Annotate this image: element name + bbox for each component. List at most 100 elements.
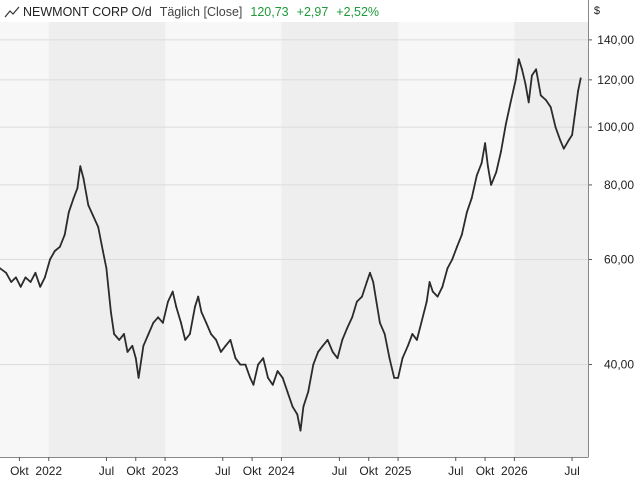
data-point (451, 258, 454, 261)
data-point (194, 305, 196, 308)
x-tick-label: Okt (126, 464, 145, 478)
data-point (0, 267, 1, 270)
data-point (184, 339, 187, 341)
data-point (500, 150, 502, 153)
y-tick-label: 60,00 (604, 252, 634, 266)
data-point (137, 377, 140, 379)
data-point (480, 162, 483, 165)
data-point (535, 68, 537, 71)
data-point (428, 281, 431, 283)
data-point (517, 58, 520, 60)
data-point (189, 333, 191, 335)
data-point (372, 281, 375, 283)
y-tick-label: 40,00 (604, 358, 634, 372)
data-point (545, 99, 547, 101)
data-point (312, 363, 315, 366)
data-point (152, 321, 155, 324)
data-point (539, 94, 542, 97)
data-point (531, 74, 533, 77)
data-point (29, 281, 32, 283)
data-point (567, 139, 570, 142)
data-point (118, 339, 121, 341)
data-point (34, 271, 37, 274)
data-point (504, 123, 507, 126)
data-point (446, 267, 449, 270)
data-point (215, 339, 218, 341)
data-point (549, 106, 552, 108)
data-point (524, 83, 527, 86)
data-point (407, 344, 409, 347)
data-point (514, 78, 517, 81)
data-point (441, 285, 444, 288)
data-point (167, 300, 169, 303)
data-point (97, 226, 100, 228)
data-point (299, 429, 302, 432)
data-point (252, 383, 255, 386)
data-point (10, 281, 13, 283)
data-point (102, 250, 104, 252)
x-tick-label: 2025 (385, 464, 412, 478)
data-point (470, 197, 473, 200)
y-tick-label: 80,00 (604, 178, 634, 192)
data-point (126, 351, 129, 353)
data-point (559, 139, 562, 142)
background-bands (0, 22, 588, 457)
data-point (59, 245, 61, 248)
data-point (244, 363, 247, 366)
data-point (87, 204, 90, 207)
data-point (393, 377, 396, 379)
data-point (579, 77, 582, 80)
data-point (527, 101, 530, 104)
data-point (411, 333, 414, 335)
data-point (554, 126, 557, 128)
data-point (562, 147, 565, 150)
data-point (351, 316, 354, 319)
data-point (249, 377, 252, 379)
series-line (0, 58, 582, 432)
year-band (281, 22, 399, 457)
data-point (487, 165, 489, 168)
gridlines (0, 39, 588, 366)
data-point (224, 344, 227, 347)
data-point (431, 290, 434, 293)
data-point (401, 357, 404, 360)
data-point (110, 311, 112, 313)
data-point (171, 290, 174, 293)
data-point (19, 285, 22, 288)
y-tick-label: 140,00 (597, 33, 634, 47)
data-point (113, 333, 115, 335)
data-point (490, 184, 492, 186)
chart-mode: Täglich [Close] (159, 5, 243, 19)
y-tick-label: 100,00 (597, 120, 634, 134)
instrument-name: NEWMONT CORP O/d (23, 5, 152, 19)
data-point (157, 316, 160, 319)
data-point (24, 276, 27, 279)
data-point (5, 271, 7, 274)
x-tick-label: 2022 (35, 464, 62, 478)
x-tick-label: 2026 (501, 464, 528, 478)
data-point (276, 370, 279, 372)
data-point (356, 300, 358, 303)
data-point (234, 357, 237, 360)
data-point (495, 171, 498, 174)
data-point (302, 405, 305, 408)
data-point (336, 357, 339, 360)
data-point (200, 311, 203, 313)
data-point (456, 245, 458, 248)
data-point (76, 187, 79, 190)
data-point (271, 383, 274, 386)
data-point (197, 295, 200, 298)
x-tick-label: Jul (332, 464, 347, 478)
data-point (466, 211, 468, 214)
data-point (375, 300, 378, 303)
data-point (79, 165, 82, 168)
data-point (286, 391, 289, 393)
data-point (436, 295, 439, 298)
x-tick-label: 2024 (268, 464, 295, 478)
data-point (420, 321, 423, 324)
data-point (49, 258, 51, 261)
data-point (484, 142, 486, 145)
series-layer (0, 58, 582, 432)
data-point (397, 377, 399, 379)
